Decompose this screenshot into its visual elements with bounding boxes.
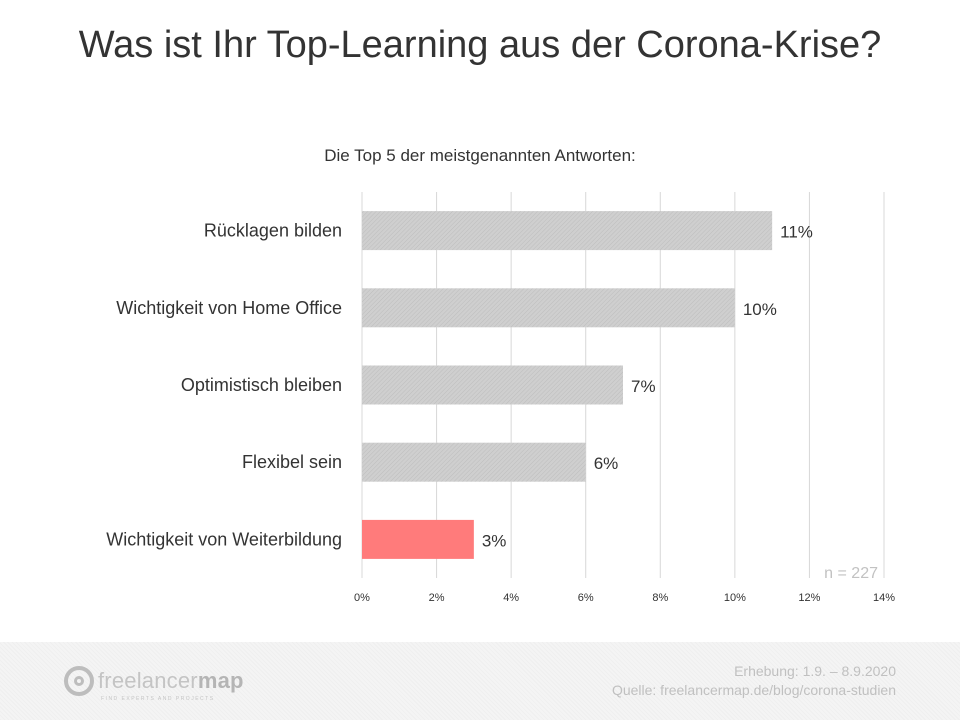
logo-wordmark: freelancermap <box>98 668 244 694</box>
x-tick-label: 2% <box>429 592 445 604</box>
logo-tagline: find experts and projects <box>101 696 215 702</box>
x-tick-label: 10% <box>724 592 746 604</box>
bar-2 <box>362 365 623 405</box>
x-tick-label: 6% <box>578 592 594 604</box>
value-label: 3% <box>482 531 507 550</box>
bar-chart: 0% 2% 4% 6% 8% 10% 12% 14% Rücklagen bilden 11% Wi… <box>106 192 895 604</box>
logo-text-light: freelancer <box>98 668 198 693</box>
x-tick-label: 8% <box>652 592 668 604</box>
category-label: Optimistisch bleiben <box>181 375 342 395</box>
value-label: 11% <box>780 223 813 242</box>
x-tick-label: 14% <box>873 592 895 604</box>
bar-4 <box>362 519 474 559</box>
chart-title: Was ist Ihr Top-Learning aus der Corona-… <box>78 24 882 66</box>
footer: freelancermap find experts and projects … <box>0 642 960 720</box>
category-label: Flexibel sein <box>242 452 342 472</box>
value-label: 7% <box>631 377 656 396</box>
sample-size-note: n = 227 <box>824 565 878 582</box>
bar-3 <box>362 442 586 482</box>
logo-mark-icon <box>64 666 94 696</box>
labels: 0% 2% 4% 6% 8% 10% 12% 14% Rücklagen bilden 11% Wi… <box>106 221 895 604</box>
x-tick-label: 0% <box>354 592 370 604</box>
survey-period: Erhebung: 1.9. – 8.9.2020 <box>734 663 896 679</box>
x-tick-label: 4% <box>503 592 519 604</box>
source-url: Quelle: freelancermap.de/blog/corona-stu… <box>611 682 896 698</box>
chart-subtitle: Die Top 5 der meistgenannten Antworten: <box>324 146 636 165</box>
x-tick-label: 12% <box>798 592 820 604</box>
value-label: 10% <box>743 300 777 319</box>
logo-text-bold: map <box>197 668 244 693</box>
value-label: 6% <box>594 454 619 473</box>
bars <box>362 211 773 559</box>
category-label: Wichtigkeit von Weiterbildung <box>106 529 342 549</box>
bar-1 <box>362 288 735 328</box>
category-label: Wichtigkeit von Home Office <box>116 298 342 318</box>
bar-0 <box>362 211 773 251</box>
category-label: Rücklagen bilden <box>204 221 342 241</box>
source-info: Erhebung: 1.9. – 8.9.2020 Quelle: freela… <box>612 662 896 700</box>
freelancermap-logo: freelancermap find experts and projects <box>64 666 244 702</box>
